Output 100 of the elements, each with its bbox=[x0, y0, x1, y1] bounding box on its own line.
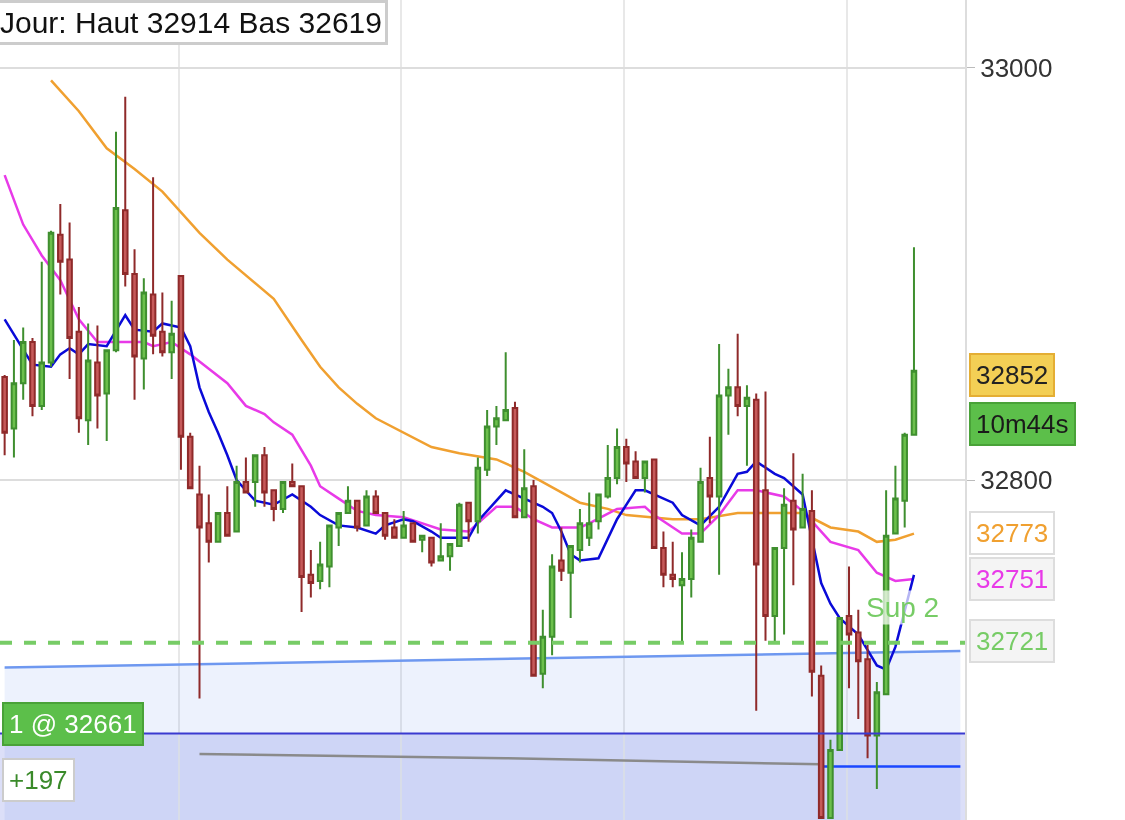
candlestick bbox=[790, 452, 797, 587]
candlestick bbox=[372, 489, 380, 515]
candlestick bbox=[845, 565, 853, 690]
candlestick bbox=[363, 489, 370, 527]
candlestick bbox=[279, 481, 287, 515]
candlestick bbox=[688, 528, 695, 599]
candlestick bbox=[669, 540, 676, 589]
candlestick bbox=[585, 491, 593, 547]
candlestick bbox=[641, 460, 649, 494]
candlestick bbox=[511, 400, 519, 519]
candlestick bbox=[19, 326, 27, 401]
candlestick bbox=[84, 322, 92, 447]
candlestick bbox=[548, 553, 556, 657]
candlestick bbox=[613, 427, 621, 486]
candlestick bbox=[715, 343, 723, 576]
candlestick bbox=[474, 456, 482, 535]
candlestick bbox=[558, 526, 565, 583]
ref-line-label: Sup 2 bbox=[866, 592, 940, 623]
candlestick bbox=[706, 435, 714, 525]
candlestick bbox=[391, 518, 398, 539]
candlestick bbox=[131, 248, 138, 401]
candlestick bbox=[752, 392, 760, 712]
text: 32773 bbox=[976, 518, 1049, 548]
candlestick bbox=[159, 291, 166, 358]
text: 32721 bbox=[976, 626, 1049, 656]
candlestick bbox=[289, 462, 296, 488]
candlestick bbox=[743, 384, 751, 467]
candlestick bbox=[483, 409, 491, 477]
candlestick bbox=[623, 437, 630, 484]
candlestick bbox=[632, 450, 639, 479]
candlestick bbox=[725, 367, 732, 436]
candlestick bbox=[29, 336, 36, 418]
candlestick bbox=[353, 499, 361, 533]
candlestick bbox=[446, 542, 454, 572]
candlestick bbox=[94, 324, 101, 430]
candlestick bbox=[177, 275, 185, 471]
candlestick bbox=[47, 229, 55, 368]
candlestick bbox=[836, 617, 844, 751]
text: 10m44s bbox=[976, 409, 1069, 439]
annotation: 1 @ 32661 bbox=[9, 709, 137, 739]
candlestick bbox=[233, 464, 240, 533]
candlestick bbox=[864, 643, 871, 760]
candlestick bbox=[103, 349, 110, 442]
candlestick bbox=[57, 202, 64, 296]
candlestick bbox=[214, 512, 222, 543]
candlestick bbox=[168, 299, 175, 381]
candlestick bbox=[827, 738, 834, 819]
candlestick bbox=[530, 479, 537, 677]
candlestick bbox=[381, 512, 389, 541]
candlestick bbox=[855, 608, 862, 721]
candlestick bbox=[261, 446, 268, 508]
candlestick bbox=[112, 130, 120, 354]
candlestick bbox=[428, 536, 435, 568]
candlestick bbox=[456, 501, 463, 547]
candlestick bbox=[873, 680, 881, 791]
candlestick bbox=[650, 458, 658, 550]
candlestick bbox=[678, 551, 686, 644]
candlestick bbox=[316, 540, 324, 591]
candlestick bbox=[251, 454, 259, 508]
candlestick bbox=[780, 487, 788, 636]
candlestick bbox=[762, 390, 769, 642]
candlestick bbox=[344, 485, 352, 515]
candlestick bbox=[409, 522, 417, 543]
annotation: +197 bbox=[9, 765, 68, 795]
candlestick bbox=[539, 608, 547, 690]
y-tick-label: 33000 bbox=[980, 53, 1053, 84]
candlestick bbox=[140, 277, 148, 391]
chart-title: Jour: Haut 32914 Bas 32619 bbox=[0, 6, 382, 39]
candlestick bbox=[604, 444, 612, 500]
candlestick bbox=[326, 524, 333, 589]
candlestick bbox=[576, 507, 584, 564]
candlestick bbox=[224, 485, 231, 537]
candlestick bbox=[298, 485, 305, 613]
candlestick bbox=[205, 493, 213, 564]
candlestick bbox=[186, 431, 194, 490]
y-tick-label: 32800 bbox=[980, 465, 1053, 496]
candlestick bbox=[242, 456, 250, 494]
candlestick bbox=[75, 305, 83, 434]
candlestick bbox=[493, 404, 500, 447]
candlestick bbox=[196, 464, 203, 700]
candlestick bbox=[66, 221, 73, 381]
candlestick bbox=[270, 489, 277, 523]
candlestick bbox=[799, 472, 806, 529]
candlestick bbox=[418, 534, 426, 554]
candlestick bbox=[734, 332, 741, 418]
candlestick bbox=[307, 549, 315, 599]
text: 32751 bbox=[976, 564, 1049, 594]
candlestick bbox=[502, 351, 509, 422]
candlestick bbox=[149, 176, 157, 356]
candlestick bbox=[38, 260, 46, 411]
candlestick bbox=[595, 493, 602, 531]
candlestick bbox=[121, 95, 129, 288]
candlestick bbox=[567, 544, 574, 620]
candlestick bbox=[660, 530, 667, 589]
candlestick bbox=[465, 501, 472, 543]
candlestick bbox=[400, 509, 407, 539]
candlestick bbox=[808, 489, 816, 698]
candlestick bbox=[335, 512, 342, 547]
candlestick bbox=[771, 547, 779, 644]
candlestick bbox=[1, 373, 8, 457]
